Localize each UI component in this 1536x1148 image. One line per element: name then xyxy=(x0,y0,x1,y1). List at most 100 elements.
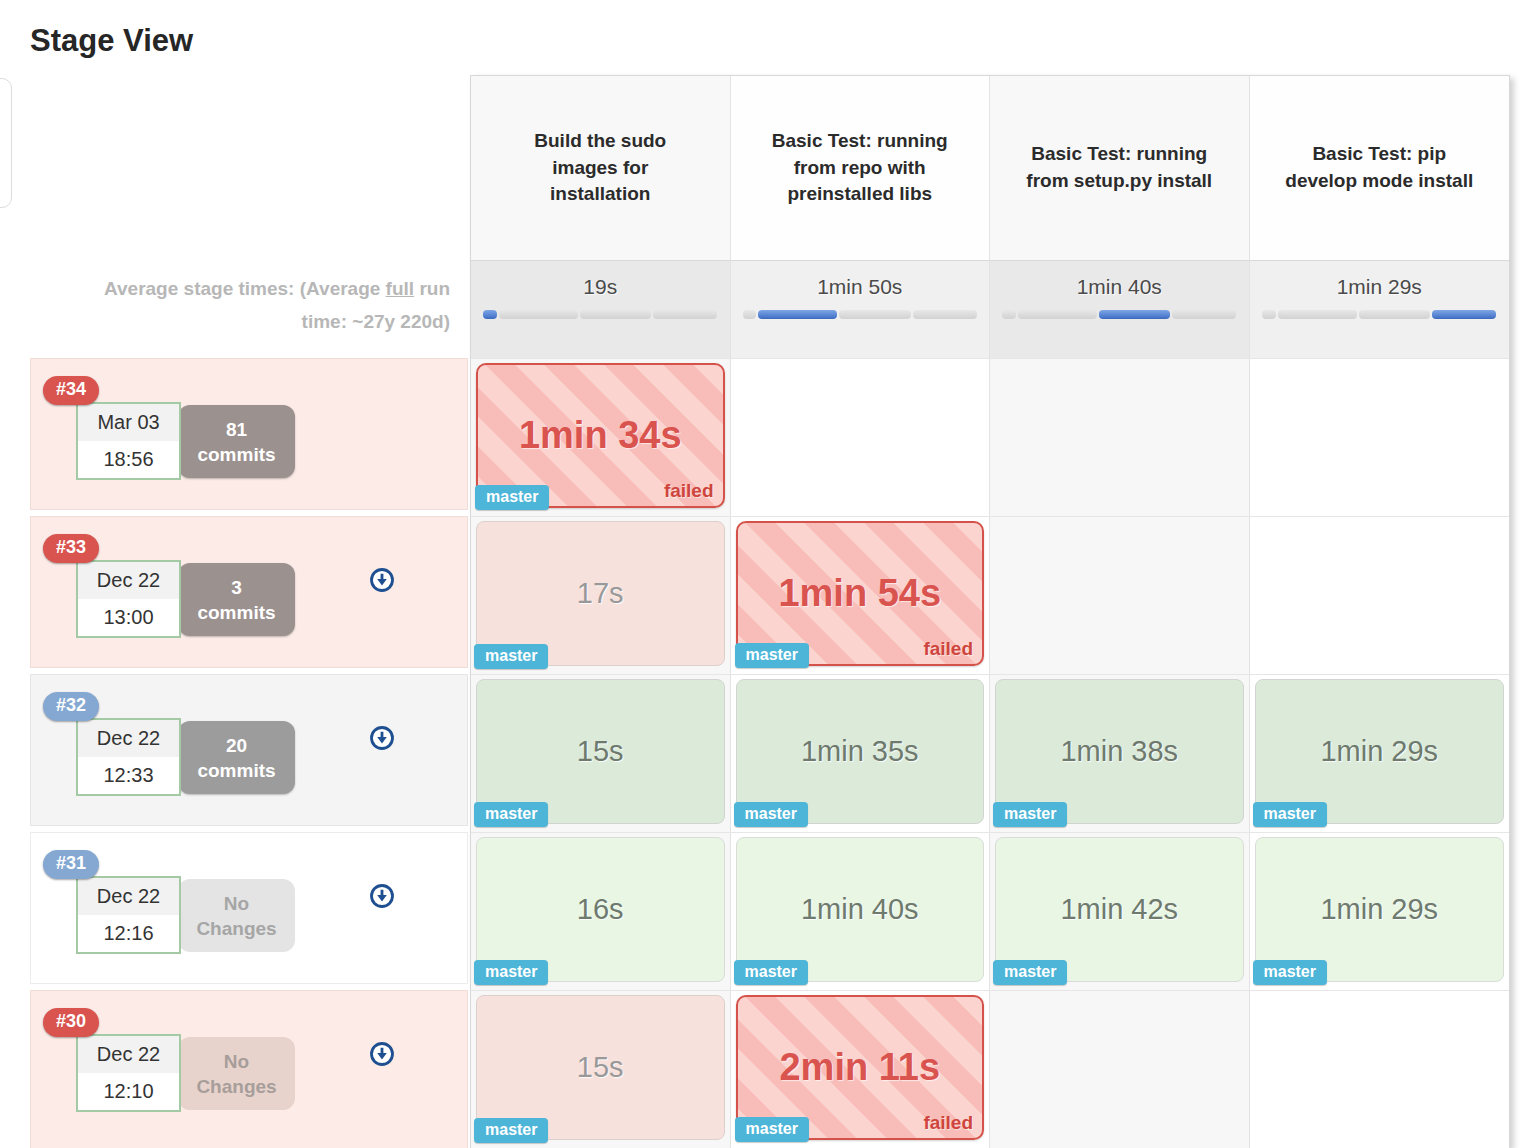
failed-label: failed xyxy=(923,638,973,660)
build-badge: #33 xyxy=(43,534,99,563)
commits-count: 81 xyxy=(226,417,247,442)
build-time: 12:10 xyxy=(78,1073,179,1110)
down-arrow-circle-icon xyxy=(369,725,395,751)
stage-duration: 1min 34s xyxy=(519,414,682,457)
average-time: 1min 40s xyxy=(1077,275,1162,299)
failed-label: failed xyxy=(664,480,714,502)
average-stage-times-text: Average stage times: xyxy=(104,278,294,299)
average-time: 1min 29s xyxy=(1337,275,1422,299)
stage-cell[interactable]: 17s master xyxy=(476,521,725,666)
expand-changes-button[interactable] xyxy=(369,1041,395,1067)
build-badge: #32 xyxy=(43,692,99,721)
stage-progress-bar xyxy=(1002,310,1236,319)
build-time: 12:33 xyxy=(78,757,179,794)
build-date: Dec 22 xyxy=(78,562,179,599)
stage-duration: 1min 54s xyxy=(778,572,941,615)
stage-progress-bar xyxy=(1262,310,1496,319)
build-time: 13:00 xyxy=(78,599,179,636)
build-badge: #34 xyxy=(43,376,99,405)
no-changes-box: No Changes xyxy=(178,1037,295,1110)
stage-duration: 16s xyxy=(577,893,624,926)
stage-cell[interactable]: 1min 42s master xyxy=(995,837,1244,982)
branch-badge: master xyxy=(474,644,548,669)
commits-label: commits xyxy=(197,758,275,783)
build-date-box: Dec 22 12:10 xyxy=(76,1034,181,1112)
build-row-31: #31 Dec 22 12:16 No Changes xyxy=(30,832,468,984)
empty-stage-cell xyxy=(1250,516,1510,674)
stage-duration: 15s xyxy=(577,735,624,768)
branch-badge: master xyxy=(734,960,808,985)
stage-cell[interactable]: 1min 34s master failed xyxy=(476,363,725,508)
commits-label: commits xyxy=(197,600,275,625)
average-stage-cell: 1min 50s xyxy=(731,260,991,358)
build-row-30: #30 Dec 22 12:10 No Changes xyxy=(30,990,468,1148)
empty-stage-cell xyxy=(1250,358,1510,516)
empty-stage-cell xyxy=(990,990,1250,1148)
build-date-box: Dec 22 12:33 xyxy=(76,718,181,796)
no-changes-line1: No xyxy=(224,891,249,916)
expand-changes-button[interactable] xyxy=(369,883,395,909)
build-date: Dec 22 xyxy=(78,1036,179,1073)
stage-cell[interactable]: 1min 35s master xyxy=(736,679,985,824)
build-date-box: Dec 22 13:00 xyxy=(76,560,181,638)
empty-stage-cell xyxy=(1250,990,1510,1148)
stage-duration: 1min 42s xyxy=(1060,893,1178,926)
branch-badge: master xyxy=(1253,960,1327,985)
no-changes-box: No Changes xyxy=(178,879,295,952)
empty-stage-cell xyxy=(990,358,1250,516)
build-date-box: Dec 22 12:16 xyxy=(76,876,181,954)
full-link[interactable]: full xyxy=(386,278,415,299)
build-time: 12:16 xyxy=(78,915,179,952)
stage-cell[interactable]: 1min 38s master xyxy=(995,679,1244,824)
stage-header-cell: Basic Test: pip develop mode install xyxy=(1250,76,1510,260)
no-changes-line1: No xyxy=(224,1049,249,1074)
average-stage-cell: 1min 29s xyxy=(1250,260,1510,358)
empty-stage-cell xyxy=(990,516,1250,674)
build-date: Mar 03 xyxy=(78,404,179,441)
down-arrow-circle-icon xyxy=(369,883,395,909)
stage-cell[interactable]: 1min 29s master xyxy=(1255,679,1505,824)
branch-badge: master xyxy=(735,1117,809,1142)
stage-cell[interactable]: 15s master xyxy=(476,995,725,1140)
no-changes-line2: Changes xyxy=(196,1074,276,1099)
down-arrow-circle-icon xyxy=(369,567,395,593)
build-row-33: #33 Dec 22 13:00 3 commits xyxy=(30,516,468,668)
commits-label: commits xyxy=(197,442,275,467)
branch-badge: master xyxy=(474,1118,548,1143)
commits-box: 3 commits xyxy=(178,563,295,636)
stage-duration: 15s xyxy=(577,1051,624,1084)
stage-duration: 1min 38s xyxy=(1060,735,1178,768)
commits-count: 3 xyxy=(231,575,242,600)
stage-cell[interactable]: 1min 40s master xyxy=(736,837,985,982)
stage-cell[interactable]: 16s master xyxy=(476,837,725,982)
branch-badge: master xyxy=(734,802,808,827)
build-date: Dec 22 xyxy=(78,720,179,757)
stage-cell[interactable]: 1min 29s master xyxy=(1255,837,1505,982)
failed-label: failed xyxy=(923,1112,973,1134)
expand-changes-button[interactable] xyxy=(369,567,395,593)
average-time: 1min 50s xyxy=(817,275,902,299)
stage-duration: 17s xyxy=(577,577,624,610)
branch-badge: master xyxy=(735,643,809,668)
empty-stage-cell xyxy=(731,358,991,516)
branch-badge: master xyxy=(474,802,548,827)
branch-badge: master xyxy=(474,960,548,985)
build-badge: #31 xyxy=(43,850,99,879)
down-arrow-circle-icon xyxy=(369,1041,395,1067)
expand-changes-button[interactable] xyxy=(369,725,395,751)
stage-duration: 1min 40s xyxy=(801,893,919,926)
branch-badge: master xyxy=(993,802,1067,827)
no-changes-line2: Changes xyxy=(196,916,276,941)
build-badge: #30 xyxy=(43,1008,99,1037)
average-stage-cell: 1min 40s xyxy=(990,260,1250,358)
stage-view-table: Build the sudo images for installation B… xyxy=(470,75,1510,1148)
stage-cell[interactable]: 15s master xyxy=(476,679,725,824)
stage-cell[interactable]: 1min 54s master failed xyxy=(736,521,985,666)
average-stage-cell: 19s xyxy=(471,260,731,358)
stage-duration: 1min 35s xyxy=(801,735,919,768)
branch-badge: master xyxy=(993,960,1067,985)
stage-cell[interactable]: 2min 11s master failed xyxy=(736,995,985,1140)
stage-progress-bar xyxy=(483,310,717,319)
stage-duration: 2min 11s xyxy=(779,1046,940,1089)
left-panel-fragment xyxy=(0,78,12,208)
